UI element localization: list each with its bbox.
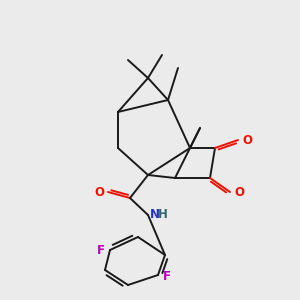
Text: O: O [94,185,104,199]
Text: H: H [158,208,168,220]
Text: O: O [234,185,244,199]
Text: F: F [163,271,171,284]
Text: O: O [242,134,252,146]
Text: F: F [97,244,105,256]
Text: N: N [150,208,160,220]
